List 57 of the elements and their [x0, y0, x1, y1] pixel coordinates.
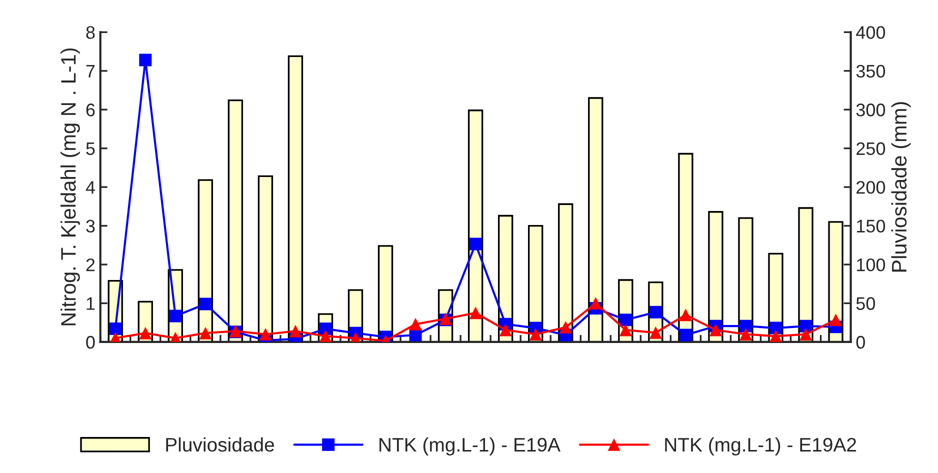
- y2-tick-label: 150: [857, 220, 886, 233]
- point: [739, 320, 752, 332]
- point: [259, 328, 272, 340]
- point: [679, 308, 692, 322]
- point: [739, 328, 752, 340]
- bar: [258, 175, 274, 342]
- y2-tick-label: 100: [857, 258, 886, 272]
- y-tick-label: 5: [86, 142, 95, 156]
- point: [769, 330, 782, 342]
- point: [109, 322, 122, 336]
- point: [709, 324, 722, 336]
- point: [199, 326, 212, 340]
- point: [589, 297, 602, 310]
- y2-tick-label: 50: [856, 297, 876, 310]
- legend-label: NTK (mg.L-1) - E19A: [380, 437, 560, 456]
- bar: [228, 99, 244, 342]
- bar: [288, 55, 304, 342]
- y-axis-title: Nitrog. T. Kjeldahl (mg N . L-1): [60, 48, 80, 326]
- point: [799, 328, 812, 340]
- point: [830, 314, 842, 326]
- y-tick-label: 0: [86, 336, 95, 349]
- y2-tick-label: 200: [856, 181, 886, 194]
- y-tick-label: 6: [86, 104, 95, 116]
- point: [679, 328, 692, 342]
- y2-tick-label: 300: [856, 104, 886, 116]
- point: [769, 322, 782, 334]
- point: [559, 321, 572, 334]
- point: [619, 324, 632, 336]
- y-tick-label: 7: [86, 65, 95, 78]
- legend-label: Pluviosidade: [166, 437, 274, 452]
- point: [619, 314, 632, 326]
- y-tick-label: 1: [86, 297, 95, 310]
- bar: [468, 110, 484, 342]
- point: [409, 318, 422, 330]
- point: [139, 54, 152, 66]
- y-tick-label: 2: [86, 258, 95, 272]
- point: [289, 324, 302, 338]
- y-tick-label: 4: [86, 181, 95, 194]
- y-tick-label: 8: [86, 26, 95, 39]
- point: [139, 326, 152, 340]
- y-tick-label: 3: [86, 220, 95, 233]
- y2-tick-label: 350: [856, 64, 886, 78]
- point: [649, 306, 662, 318]
- y2-tick-label: 0: [856, 336, 865, 349]
- y2-tick-label: 250: [856, 142, 886, 156]
- bar: [588, 97, 604, 342]
- y2-tick-label: 400: [856, 26, 886, 39]
- point: [199, 298, 212, 310]
- point: [649, 326, 662, 339]
- point: [169, 310, 182, 322]
- point: [469, 238, 482, 250]
- point: [469, 306, 482, 320]
- y2-axis-title: Pluviosidade (mm): [891, 102, 911, 272]
- point: [499, 324, 512, 336]
- point: [319, 330, 332, 342]
- point: [529, 328, 542, 340]
- legend-label: NTK (mg.L-1) - E19A2: [665, 437, 856, 456]
